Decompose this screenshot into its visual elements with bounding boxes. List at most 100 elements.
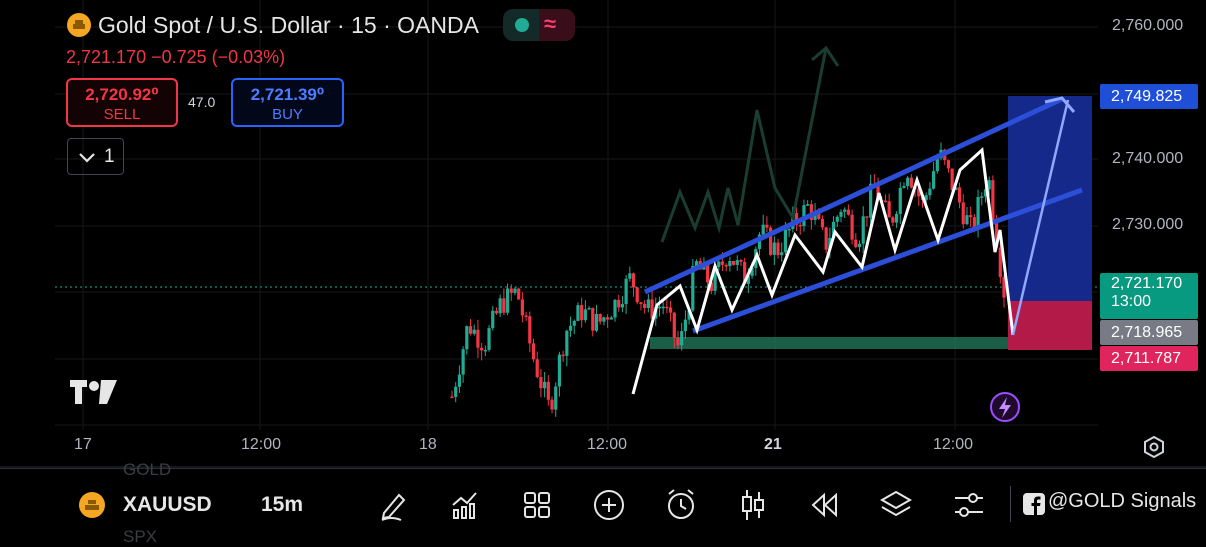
candle-up	[613, 299, 617, 318]
x-label-1200-b: 12:00	[587, 436, 628, 453]
candle-up	[983, 189, 988, 197]
candle-down	[668, 307, 673, 313]
chart-grid	[55, 0, 1098, 430]
candle-up	[757, 234, 762, 250]
candle-up	[691, 266, 695, 311]
candle-up	[935, 158, 939, 172]
candle-down	[961, 202, 965, 225]
candle-up	[965, 215, 969, 225]
candle-up	[683, 319, 687, 332]
bar-style-icon[interactable]	[739, 488, 767, 522]
layouts-icon[interactable]	[522, 490, 552, 520]
draw-icon[interactable]	[379, 489, 409, 521]
buy-label: BUY	[272, 106, 303, 123]
candle-up	[594, 313, 599, 331]
symbol-selector[interactable]: XAUUSD	[123, 493, 212, 516]
candle-down	[950, 168, 954, 190]
candle-up	[687, 310, 691, 320]
candle-up	[898, 187, 902, 214]
buy-button[interactable]: 2,721.39⁰ BUY	[231, 78, 344, 127]
alert-icon[interactable]	[665, 488, 697, 521]
chevron-down-icon	[79, 153, 95, 163]
candle-up	[505, 288, 510, 313]
faded-symbol-above: GOLD	[123, 460, 172, 479]
candle-down	[972, 217, 976, 229]
layers-icon[interactable]	[879, 489, 913, 521]
indicators-collapse-button[interactable]: 1	[67, 138, 124, 175]
y-label-2760: 2,760.000	[1112, 17, 1184, 34]
candle-up	[717, 261, 721, 267]
candle-down	[480, 347, 484, 351]
projection-path	[660, 47, 828, 243]
candle-down	[765, 224, 769, 228]
candle-down	[824, 227, 828, 250]
candle-down	[957, 187, 962, 203]
market-status-toggle[interactable]: ≈	[503, 9, 575, 41]
candle-up	[869, 183, 873, 218]
candle-down	[450, 396, 454, 399]
candle-down	[883, 200, 888, 203]
zigzag-path	[631, 146, 1015, 395]
candle-down	[969, 215, 973, 218]
candle-down	[794, 212, 799, 225]
candle-down	[605, 317, 610, 320]
chart-settings-icon[interactable]	[1143, 435, 1165, 463]
candle-down	[776, 242, 780, 256]
candle-down	[665, 306, 669, 309]
candle-down	[617, 299, 621, 308]
candle-up	[557, 354, 562, 387]
candle-up	[835, 216, 839, 222]
target-arrow	[1011, 99, 1070, 336]
candle-up	[728, 260, 732, 267]
candle-up	[783, 229, 788, 253]
candle-up	[498, 298, 502, 314]
candle-down	[468, 326, 473, 334]
candle-down	[946, 160, 951, 169]
candle-down	[850, 214, 854, 240]
candle-up	[565, 330, 569, 356]
price-chart[interactable]	[0, 0, 1206, 470]
candle-up	[461, 349, 465, 375]
stop-zone	[1008, 301, 1092, 350]
last-price-tag: 2,721.170 13:00	[1100, 273, 1198, 319]
candle-down	[876, 184, 880, 200]
candle-down	[909, 177, 913, 188]
candle-up	[657, 306, 662, 309]
candle-up	[680, 331, 684, 346]
candle-up	[857, 243, 862, 248]
candle-up	[924, 195, 928, 200]
candle-down	[706, 262, 710, 283]
x-label-1200-c: 12:00	[933, 436, 974, 453]
interval-selector[interactable]: 15m	[261, 493, 304, 516]
symbol-title[interactable]: Gold Spot / U.S. Dollar · 15 · OANDA	[98, 12, 479, 38]
candle-down	[591, 307, 595, 331]
toolbar-divider	[1010, 486, 1011, 522]
candle-up	[602, 317, 606, 322]
candle-down	[476, 329, 480, 348]
candle-down	[535, 359, 539, 378]
candle-up	[839, 211, 843, 217]
replay-icon[interactable]	[810, 492, 840, 518]
candle-up	[628, 273, 632, 279]
support-zone	[650, 337, 1008, 349]
candle-down	[561, 354, 565, 357]
candle-down	[635, 287, 639, 303]
sell-button[interactable]: 2,720.92⁰ SELL	[66, 78, 178, 127]
candle-down	[865, 216, 869, 218]
candle-up	[454, 386, 458, 397]
candle-up	[713, 266, 717, 291]
candle-down	[994, 220, 999, 248]
spread-value: 47.0	[188, 94, 216, 110]
settings-icon[interactable]	[953, 490, 985, 520]
candle-up	[928, 188, 932, 196]
candle-down	[550, 399, 554, 410]
candle-down	[517, 288, 521, 300]
indicators-icon[interactable]	[450, 489, 480, 521]
candle-down	[720, 261, 725, 265]
candle-up	[572, 320, 576, 326]
add-icon[interactable]	[593, 489, 625, 521]
candle-down	[539, 377, 543, 389]
candle-down	[531, 343, 536, 360]
candle-down	[817, 212, 821, 219]
candle-up	[472, 329, 476, 334]
